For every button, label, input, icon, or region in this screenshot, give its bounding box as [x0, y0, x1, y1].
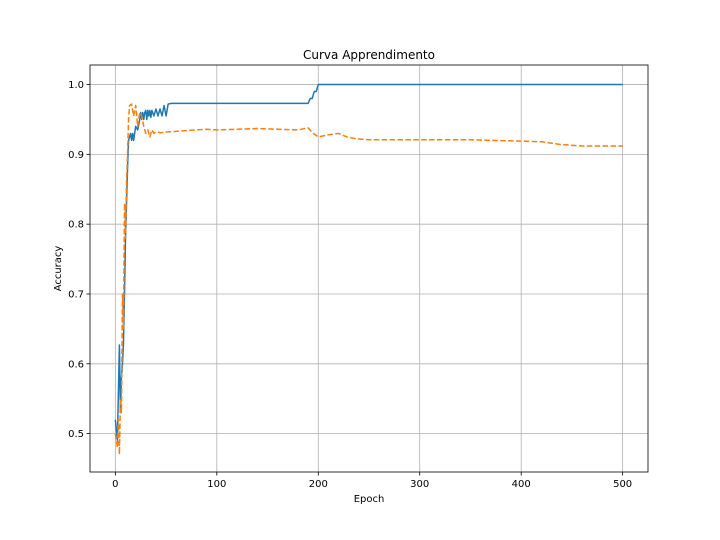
x-axis-label: Epoch	[354, 494, 385, 505]
y-tick-label: 0.5	[68, 429, 84, 440]
x-tick-label: 300	[410, 479, 429, 490]
chart-title: Curva Apprendimento	[303, 48, 435, 62]
ticks: 0 100 200 300 400 500 0.5 0.6 0.7 0.8 0.9 1.0	[68, 80, 632, 490]
y-tick-label: 0.6	[68, 359, 84, 370]
x-tick-label: 500	[613, 479, 632, 490]
plot-area	[90, 65, 648, 472]
x-tick-label: 200	[309, 479, 328, 490]
x-tick-label: 100	[207, 479, 226, 490]
series-line-dashed	[114, 103, 623, 456]
y-tick-label: 0.7	[68, 289, 84, 300]
y-tick-label: 0.8	[68, 220, 84, 231]
y-tick-label: 0.9	[68, 150, 84, 161]
y-tick-label: 1.0	[68, 80, 84, 91]
series-group	[114, 83, 623, 456]
x-tick-label: 0	[112, 479, 118, 490]
plot-frame	[89, 64, 649, 473]
x-tick-label: 400	[512, 479, 531, 490]
series-line-solid	[114, 83, 623, 442]
y-axis-label: Accuracy	[53, 246, 64, 292]
grid	[90, 65, 648, 472]
